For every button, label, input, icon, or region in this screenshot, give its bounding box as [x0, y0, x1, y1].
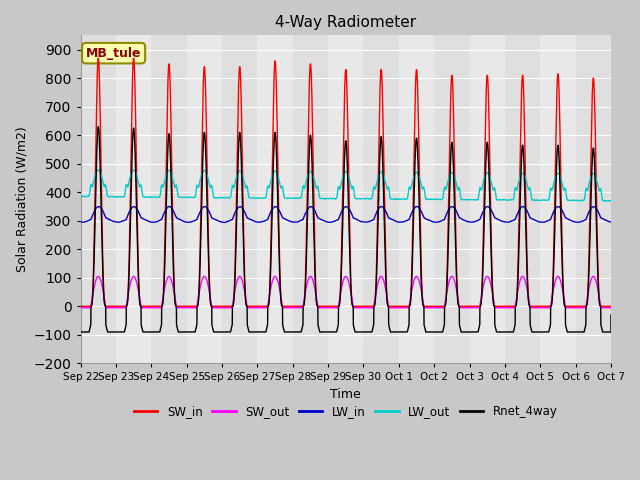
Rnet_4way [510, 326, 518, 332]
Bar [364, 36, 399, 363]
SW_out [77, 305, 84, 311]
Line: SW_in: SW_in [81, 58, 611, 306]
Rnet_4way [95, 124, 102, 130]
Rnet_4way [77, 329, 84, 335]
LW_out [104, 194, 112, 200]
Rnet_4way [104, 329, 112, 335]
LW_out [490, 187, 497, 192]
Text: MB_tule: MB_tule [86, 47, 141, 60]
SW_out [476, 305, 483, 311]
LW_out [607, 198, 615, 204]
Y-axis label: Solar Radiation (W/m2): Solar Radiation (W/m2) [15, 127, 28, 272]
SW_out [104, 305, 112, 311]
LW_out [415, 174, 423, 180]
SW_in [490, 301, 497, 307]
Line: SW_out: SW_out [81, 276, 611, 308]
SW_in [503, 303, 511, 309]
Line: LW_in: LW_in [81, 206, 611, 222]
LW_in [476, 217, 483, 223]
SW_in [77, 303, 84, 309]
Title: 4-Way Radiometer: 4-Way Radiometer [275, 15, 417, 30]
Rnet_4way [476, 324, 483, 330]
LW_out [476, 188, 483, 194]
LW_in [77, 219, 84, 225]
SW_out [607, 305, 615, 311]
Bar [151, 36, 187, 363]
Rnet_4way [490, 302, 497, 308]
Rnet_4way [415, 203, 423, 209]
LW_in [104, 216, 112, 222]
SW_out [95, 274, 102, 279]
Bar [81, 36, 116, 363]
LW_in [378, 204, 385, 209]
SW_in [476, 303, 483, 309]
Rnet_4way [607, 312, 615, 318]
Legend: SW_in, SW_out, LW_in, LW_out, Rnet_4way: SW_in, SW_out, LW_in, LW_out, Rnet_4way [129, 401, 563, 423]
LW_out [503, 197, 511, 203]
LW_out [77, 193, 84, 199]
SW_in [104, 303, 112, 309]
SW_out [503, 305, 511, 311]
Bar [222, 36, 257, 363]
LW_in [510, 217, 518, 223]
SW_in [95, 55, 102, 61]
LW_in [607, 219, 615, 225]
Line: LW_out: LW_out [81, 169, 611, 201]
Rnet_4way [503, 329, 511, 335]
Bar [575, 36, 611, 363]
Bar [434, 36, 470, 363]
SW_out [415, 278, 423, 284]
SW_in [510, 303, 518, 309]
SW_out [510, 305, 518, 311]
Bar [292, 36, 328, 363]
SW_in [415, 162, 423, 168]
LW_out [602, 198, 610, 204]
LW_out [95, 167, 102, 172]
LW_in [490, 213, 497, 218]
Bar [505, 36, 540, 363]
LW_in [503, 219, 511, 225]
Line: Rnet_4way: Rnet_4way [81, 127, 611, 332]
X-axis label: Time: Time [330, 388, 361, 401]
LW_in [220, 219, 228, 225]
SW_in [607, 303, 615, 309]
LW_in [415, 205, 423, 211]
SW_out [490, 297, 497, 303]
LW_out [510, 192, 518, 198]
